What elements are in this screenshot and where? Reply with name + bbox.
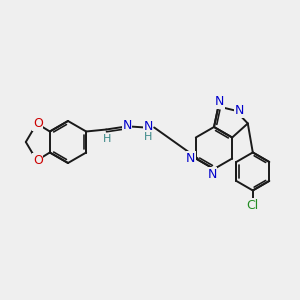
Text: N: N <box>186 152 196 165</box>
Text: H: H <box>144 131 152 142</box>
Text: O: O <box>33 117 43 130</box>
Text: N: N <box>215 95 224 108</box>
Text: N: N <box>122 119 132 132</box>
Text: N: N <box>235 104 244 117</box>
Text: H: H <box>103 134 111 143</box>
Text: N: N <box>207 167 217 181</box>
Text: O: O <box>33 154 43 167</box>
Text: Cl: Cl <box>247 199 259 212</box>
Text: N: N <box>143 120 153 133</box>
